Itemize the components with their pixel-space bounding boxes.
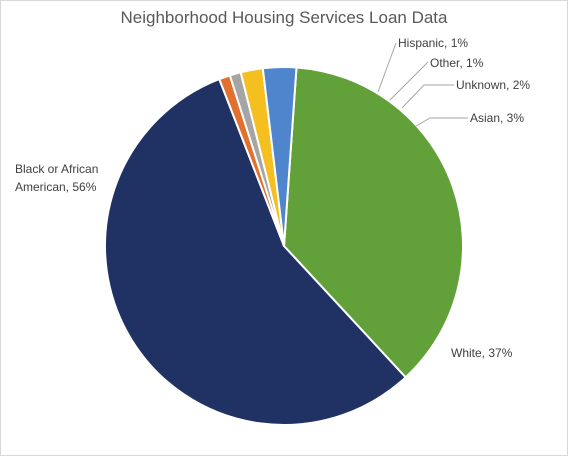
data-label-black-or-african-american: Black or African American, 56% [15,162,98,194]
leader-line-hispanic [377,42,397,93]
data-label-white: White, 37% [451,346,513,360]
leader-line-asian [415,117,468,127]
data-label-other: Other, 1% [430,56,484,70]
pie-slice-asian [261,66,298,247]
data-label-unknown: Unknown, 2% [456,78,530,92]
leader-line-unknown [401,84,454,109]
pie-slice-white [282,66,464,379]
pie-slice-black-or-african-american [104,77,408,426]
data-label-hispanic: Hispanic, 1% [398,36,468,50]
data-label-asian: Asian, 3% [470,111,524,125]
leader-line-other [389,61,429,101]
chart-title: Neighborhood Housing Services Loan Data [120,8,448,27]
